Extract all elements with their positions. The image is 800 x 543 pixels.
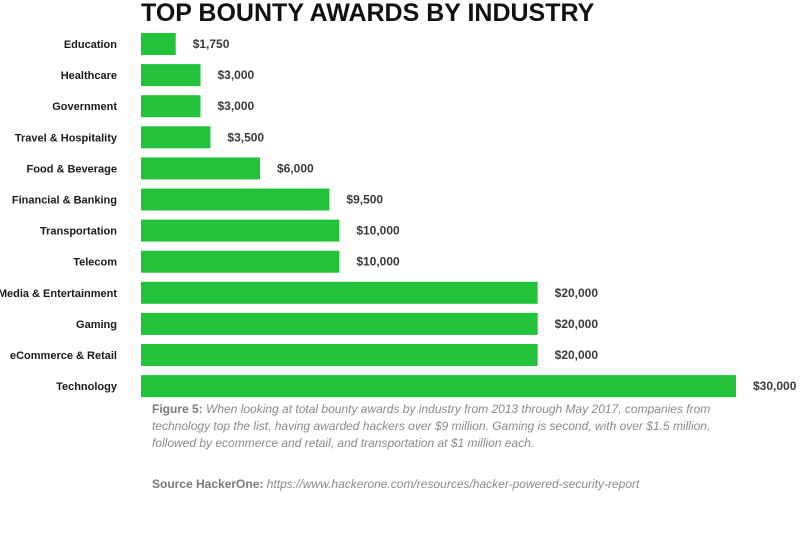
- bars-layer: Education $1,750 Healthcare $3,000 Governmen…: [0, 33, 797, 398]
- bar: [141, 250, 340, 273]
- value-label: $1,750: [193, 37, 230, 51]
- caption-text: When looking at total bounty awards by i…: [152, 402, 711, 450]
- category-label: Technology: [56, 381, 118, 393]
- category-label: Food & Beverage: [27, 163, 117, 175]
- value-label: $10,000: [356, 255, 400, 269]
- category-label: Healthcare: [61, 70, 117, 82]
- bar: [141, 95, 201, 118]
- source-lead: Source HackerOne:: [152, 477, 264, 491]
- value-label: $6,000: [277, 161, 314, 175]
- bar: [141, 312, 538, 335]
- bar: [141, 344, 538, 366]
- bar: [141, 64, 201, 87]
- value-label: $9,500: [346, 193, 383, 207]
- value-label: $20,000: [555, 348, 599, 362]
- category-label: Government: [52, 101, 117, 113]
- value-label: $3,000: [218, 68, 255, 82]
- caption-lead: Figure 5:: [152, 402, 203, 416]
- chart-title: TOP BOUNTY AWARDS BY INDUSTRY: [141, 0, 595, 27]
- category-label: Media & Entertainment: [0, 288, 117, 300]
- value-label: $3,000: [218, 99, 255, 113]
- category-label: Education: [64, 39, 117, 51]
- category-label: eCommerce & Retail: [10, 350, 117, 362]
- bar: [141, 219, 340, 242]
- value-label: $20,000: [555, 286, 599, 300]
- value-label: $20,000: [555, 317, 599, 331]
- category-label: Transportation: [40, 226, 117, 238]
- category-label: Travel & Hospitality: [15, 132, 118, 144]
- value-label: $3,500: [227, 130, 264, 144]
- value-label: $30,000: [753, 379, 797, 393]
- bar-chart: TOP BOUNTY AWARDS BY INDUSTRY Education $…: [0, 0, 797, 398]
- bar: [141, 188, 330, 211]
- source-line: Source HackerOne: https://www.hackerone.…: [152, 477, 772, 491]
- bar: [141, 375, 736, 398]
- category-label: Gaming: [76, 319, 117, 331]
- category-label: Telecom: [73, 257, 117, 269]
- figure-caption: Figure 5: When looking at total bounty a…: [152, 401, 732, 452]
- source-url: https://www.hackerone.com/resources/hack…: [266, 477, 640, 491]
- bar: [141, 33, 176, 55]
- bar: [141, 126, 211, 149]
- bar: [141, 281, 538, 304]
- bar: [141, 157, 260, 180]
- value-label: $10,000: [356, 224, 400, 238]
- category-label: Financial & Banking: [12, 195, 117, 207]
